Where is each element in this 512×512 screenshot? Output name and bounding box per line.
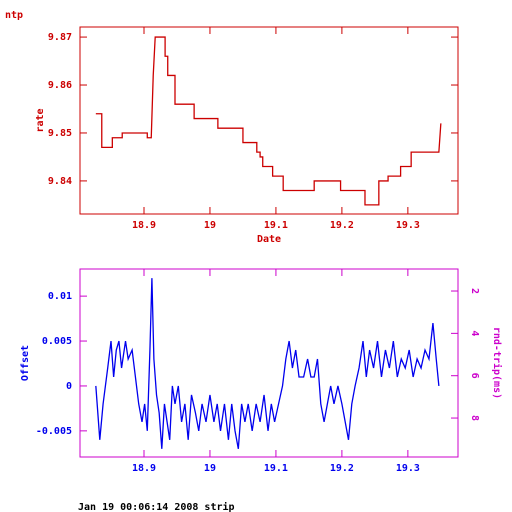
x-tick-label: 19.2 bbox=[330, 463, 354, 474]
x-axis-label: Date bbox=[257, 234, 281, 245]
x-tick-label: 19.2 bbox=[330, 220, 354, 231]
x-tick-label: 19.3 bbox=[396, 220, 420, 231]
plot-frame bbox=[79, 268, 459, 458]
x-tick-label: 19 bbox=[204, 220, 216, 231]
x-tick-label: 18.9 bbox=[132, 463, 156, 474]
y2-tick-label: 6 bbox=[469, 373, 480, 379]
y2-tick-label: 2 bbox=[469, 288, 480, 294]
y-tick-label: 9.86 bbox=[48, 80, 72, 91]
y-axis-label: Offset bbox=[20, 345, 31, 381]
y2-tick-label: 8 bbox=[469, 415, 480, 421]
y-tick-label: 0.01 bbox=[48, 291, 72, 302]
plot-frame bbox=[79, 26, 459, 215]
footer: Jan 19 00:06:14 2008 strip bbox=[78, 501, 235, 512]
chart-title: ntp bbox=[5, 10, 23, 21]
y-axis-label: rate bbox=[35, 108, 46, 132]
x-tick-label: 19.1 bbox=[264, 220, 288, 231]
data-line bbox=[95, 36, 442, 206]
y-tick-label: 0 bbox=[66, 381, 72, 392]
y-tick-label: 9.85 bbox=[48, 128, 72, 139]
data-line bbox=[95, 278, 440, 449]
x-tick-label: 19.1 bbox=[264, 463, 288, 474]
y-tick-label: 9.87 bbox=[48, 32, 72, 43]
y-tick-label: 0.005 bbox=[42, 336, 72, 347]
x-tick-label: 19.3 bbox=[396, 463, 420, 474]
y-tick-label: 9.84 bbox=[48, 176, 72, 187]
x-tick-label: 18.9 bbox=[132, 220, 156, 231]
y2-axis-label: rnd-trip(ms) bbox=[491, 327, 503, 399]
y2-tick-label: 4 bbox=[469, 330, 480, 336]
y-tick-label: -0.005 bbox=[36, 426, 72, 437]
x-tick-label: 19 bbox=[204, 463, 216, 474]
